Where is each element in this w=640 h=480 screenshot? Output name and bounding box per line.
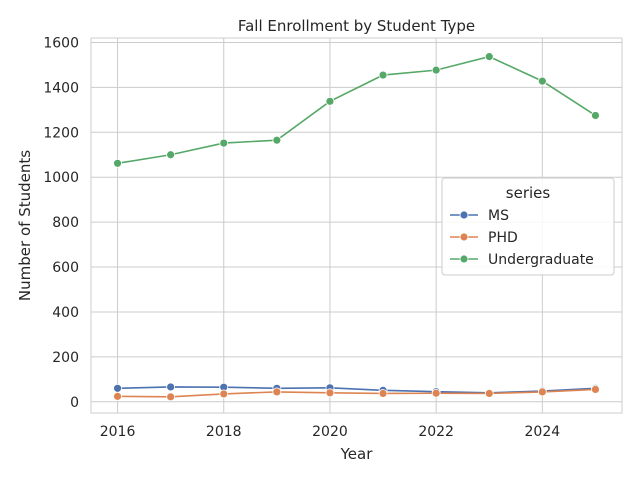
data-point [166,382,176,392]
data-point [325,96,335,106]
y-tick-label: 200 [52,350,79,366]
y-axis-ticks: 0 200 400 600 800 1000 1200 1400 1600 [43,35,79,410]
y-tick-label: 1200 [43,125,79,141]
data-point [431,388,441,398]
y-tick-label: 1400 [43,80,79,96]
data-point [166,150,176,160]
series-line [117,388,596,398]
data-point [113,383,122,393]
legend-title: series [506,184,551,202]
data-point [166,392,176,402]
series-phd [113,385,600,402]
legend-items: MS PHD Undergraduate [450,208,594,268]
series-group [113,52,600,402]
plot-frame [90,37,623,414]
legend-label: MS [488,208,509,224]
data-point [484,52,494,62]
series-line [117,55,596,165]
legend-swatch-marker [459,254,469,264]
x-tick-label: 2016 [100,424,136,440]
chart-title: Fall Enrollment by Student Type [238,17,475,35]
y-tick-label: 1600 [43,35,79,51]
x-tick-label: 2020 [312,424,348,440]
y-tick-label: 600 [52,260,79,276]
series-ms [113,382,600,398]
data-point [113,391,122,401]
series-undergraduate [113,52,600,168]
y-axis-label: Number of Students [16,150,34,301]
y-tick-label: 0 [70,395,79,411]
legend-label: PHD [488,230,518,246]
data-point [378,70,388,80]
legend-item: PHD [450,230,518,246]
data-point [591,111,600,120]
legend-item: Undergraduate [450,252,594,268]
data-point [219,389,229,399]
x-tick-label: 2024 [525,424,561,440]
data-point [591,385,600,394]
data-point [272,387,282,397]
data-point [484,389,494,398]
data-point [537,76,547,86]
legend-swatch-marker [459,210,469,220]
y-tick-label: 400 [52,305,79,321]
legend-label: Undergraduate [488,252,594,268]
x-axis-label: Year [340,445,374,463]
legend-box [441,177,615,276]
data-point [113,158,122,168]
x-tick-label: 2018 [206,424,242,440]
y-tick-label: 1000 [43,170,79,186]
y-tick-label: 800 [52,215,79,231]
legend: series MS PHD Undergraduate [441,177,615,276]
data-point [272,135,282,145]
x-tick-label: 2022 [418,424,454,440]
legend-swatch-marker [459,232,469,242]
data-point [537,387,547,397]
x-axis-ticks: 2016 2018 2020 2022 2024 [100,424,561,440]
legend-item: MS [450,208,509,224]
data-point [219,138,229,148]
data-point [378,389,388,398]
data-point [431,65,441,75]
data-point [325,388,335,398]
